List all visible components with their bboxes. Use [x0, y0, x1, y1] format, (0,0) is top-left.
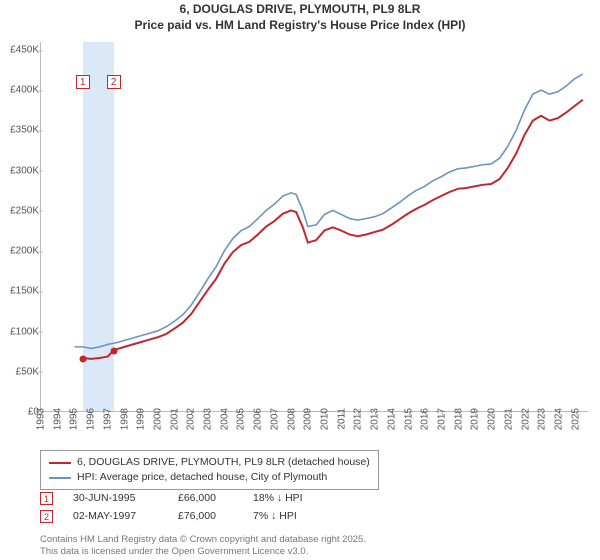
transaction-row: 2 02-MAY-1997 £76,000 7% ↓ HPI [40, 508, 333, 526]
title-line-1: 6, DOUGLAS DRIVE, PLYMOUTH, PL9 8LR [0, 2, 600, 18]
y-tick: £50K [1, 366, 39, 377]
x-tick: 2009 [303, 408, 314, 430]
footer-line-2: This data is licensed under the Open Gov… [40, 546, 366, 558]
x-tick: 2002 [186, 408, 197, 430]
x-tick: 2022 [520, 408, 531, 430]
y-tick: £250K [1, 205, 39, 216]
x-tick: 2021 [503, 408, 514, 430]
x-tick: 2014 [386, 408, 397, 430]
transaction-date: 02-MAY-1997 [73, 508, 158, 526]
x-tick: 2018 [453, 408, 464, 430]
transaction-row: 1 30-JUN-1995 £66,000 18% ↓ HPI [40, 490, 333, 508]
x-tick: 2017 [436, 408, 447, 430]
chart-area: £0£50K£100K£150K£200K£250K£300K£350K£400… [40, 42, 588, 412]
transaction-date: 30-JUN-1995 [73, 490, 158, 508]
y-tick: £200K [1, 246, 39, 257]
legend-swatch [49, 477, 71, 479]
x-tick: 2000 [152, 408, 163, 430]
x-tick: 2011 [336, 408, 347, 430]
x-tick: 2012 [353, 408, 364, 430]
series-line [75, 74, 583, 348]
data-point-marker [110, 347, 117, 354]
footer: Contains HM Land Registry data © Crown c… [40, 534, 366, 558]
y-tick: £100K [1, 326, 39, 337]
y-tick: £300K [1, 165, 39, 176]
footer-line-1: Contains HM Land Registry data © Crown c… [40, 534, 366, 546]
transactions-table: 1 30-JUN-1995 £66,000 18% ↓ HPI 2 02-MAY-1997… [40, 490, 333, 526]
x-tick: 2015 [403, 408, 414, 430]
y-tick: £350K [1, 125, 39, 136]
legend-item: 6, DOUGLAS DRIVE, PLYMOUTH, PL9 8LR (det… [49, 455, 370, 470]
x-tick: 2023 [537, 408, 548, 430]
y-tick: £450K [1, 45, 39, 56]
x-tick: 2006 [253, 408, 264, 430]
transaction-diff: 7% ↓ HPI [253, 508, 333, 526]
x-tick: 2001 [169, 408, 180, 430]
data-point-marker [79, 355, 86, 362]
transaction-diff: 18% ↓ HPI [253, 490, 333, 508]
x-tick: 2016 [420, 408, 431, 430]
transaction-index-box: 1 [40, 492, 53, 505]
x-tick: 2005 [236, 408, 247, 430]
legend-swatch [49, 462, 71, 464]
x-tick: 2007 [269, 408, 280, 430]
x-tick: 1995 [69, 408, 80, 430]
x-tick: 1999 [136, 408, 147, 430]
transaction-price: £66,000 [178, 490, 233, 508]
transaction-index-box: 2 [40, 510, 53, 523]
x-tick: 2025 [570, 408, 581, 430]
legend: 6, DOUGLAS DRIVE, PLYMOUTH, PL9 8LR (det… [40, 450, 379, 490]
x-tick: 2003 [203, 408, 214, 430]
x-tick: 1993 [36, 408, 47, 430]
x-tick: 1998 [119, 408, 130, 430]
chart-lines [41, 42, 588, 411]
y-tick: £0 [1, 407, 39, 418]
x-tick: 2004 [219, 408, 230, 430]
plot: £0£50K£100K£150K£200K£250K£300K£350K£400… [40, 42, 588, 412]
chart-title-block: 6, DOUGLAS DRIVE, PLYMOUTH, PL9 8LR Pric… [0, 0, 600, 33]
y-tick: £400K [1, 85, 39, 96]
x-tick: 2020 [487, 408, 498, 430]
transaction-price: £76,000 [178, 508, 233, 526]
x-tick: 2008 [286, 408, 297, 430]
x-tick: 1997 [102, 408, 113, 430]
legend-label: HPI: Average price, detached house, City… [77, 470, 327, 485]
series-line [83, 100, 583, 359]
x-tick: 2010 [320, 408, 331, 430]
y-tick: £150K [1, 286, 39, 297]
x-tick: 2019 [470, 408, 481, 430]
chart-annotation-marker: 1 [76, 75, 90, 89]
legend-item: HPI: Average price, detached house, City… [49, 470, 370, 485]
x-tick: 2013 [370, 408, 381, 430]
title-line-2: Price paid vs. HM Land Registry's House … [0, 18, 600, 34]
legend-label: 6, DOUGLAS DRIVE, PLYMOUTH, PL9 8LR (det… [77, 455, 370, 470]
x-tick: 1996 [86, 408, 97, 430]
x-tick: 1994 [52, 408, 63, 430]
x-tick: 2024 [553, 408, 564, 430]
chart-annotation-marker: 2 [107, 75, 121, 89]
